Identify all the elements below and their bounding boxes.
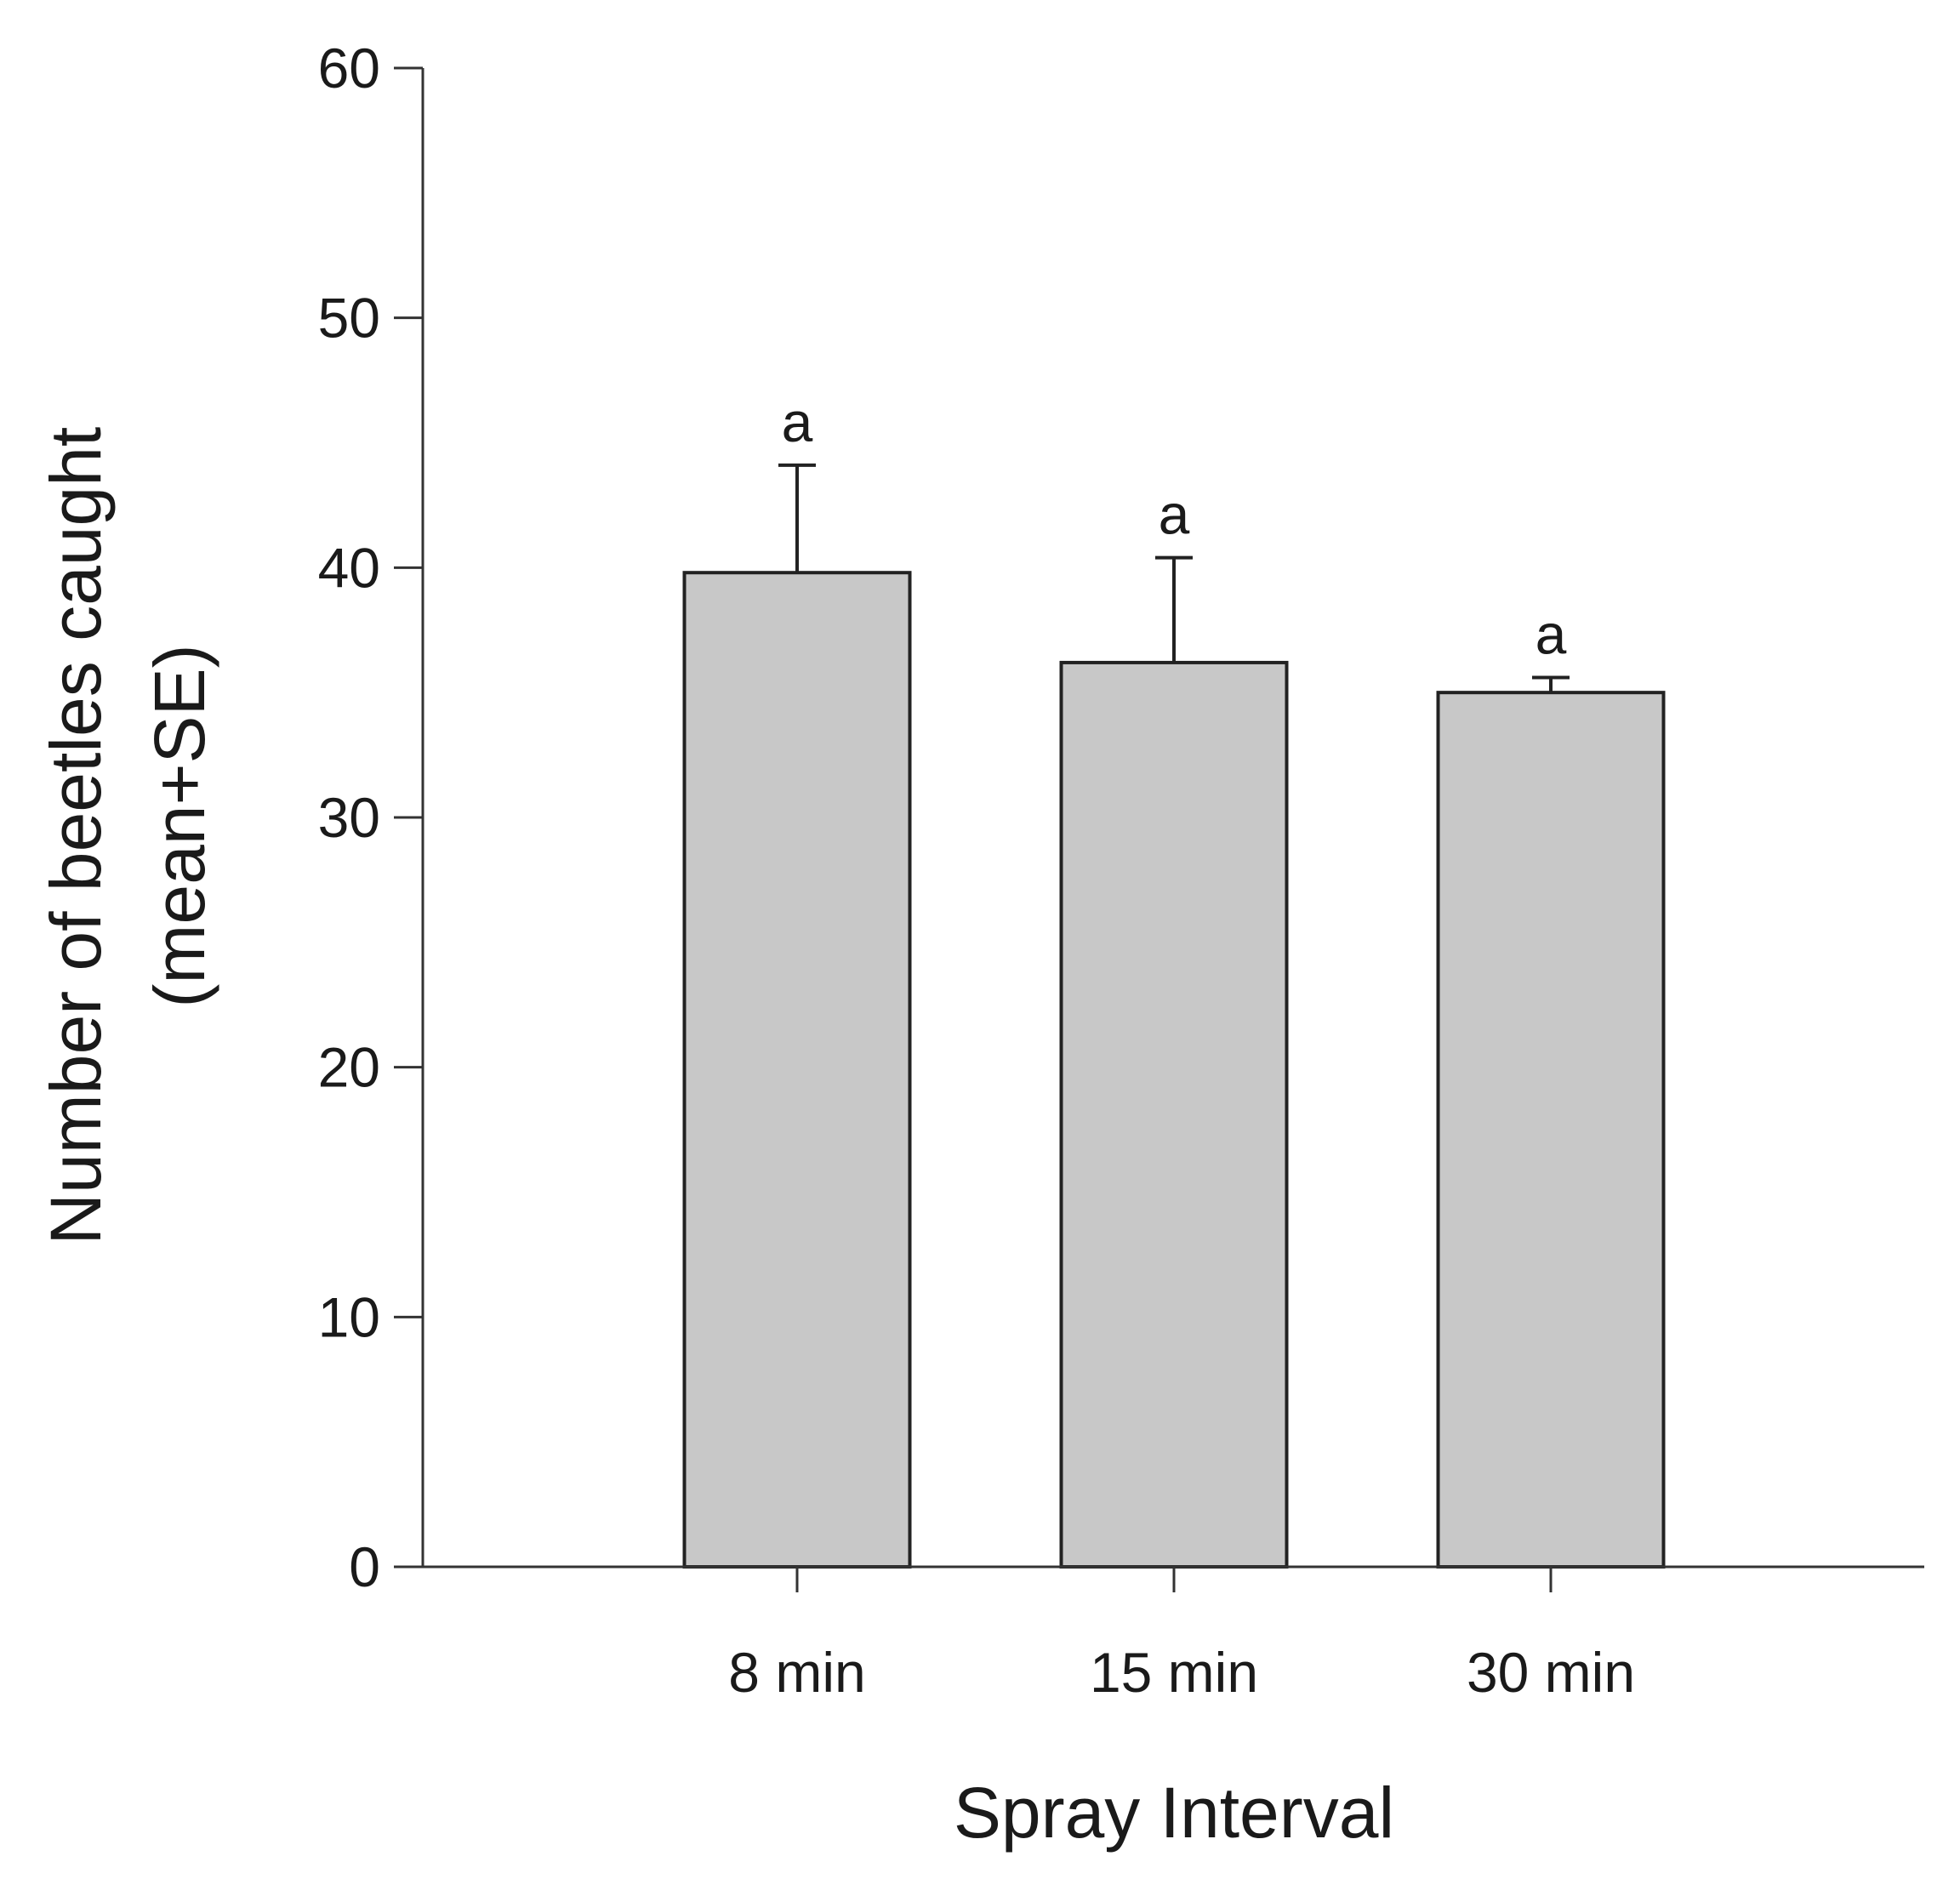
y-tick-label: 20 <box>318 1036 380 1099</box>
bar <box>1436 691 1666 1569</box>
bar <box>1059 660 1289 1569</box>
significance-labels: a a a <box>782 390 1567 666</box>
x-tick-label: 30 min <box>1467 1641 1635 1704</box>
bar <box>682 571 912 1569</box>
bars <box>682 571 1666 1569</box>
x-tick-label: 8 min <box>728 1641 865 1704</box>
significance-label: a <box>1159 483 1190 546</box>
significance-label: a <box>782 390 813 453</box>
y-tick-label: 0 <box>349 1535 380 1598</box>
y-tick-label: 40 <box>318 536 380 599</box>
error-bars <box>778 463 1570 693</box>
x-axis-title: Spray Interval <box>954 1773 1394 1853</box>
y-tick-label: 10 <box>318 1285 380 1348</box>
y-axis-title-line-1: Number of beetles caught <box>36 427 116 1245</box>
x-tick-label: 15 min <box>1090 1641 1258 1704</box>
y-axis-title: Number of beetles caught (mean+SE) <box>36 407 219 1244</box>
y-tick-label: 30 <box>318 786 380 849</box>
y-axis-ticks: 0 10 20 30 40 50 60 <box>318 37 423 1598</box>
x-axis-ticks: 8 min 15 min 30 min <box>728 1567 1635 1704</box>
y-axis-title-line-2: (mean+SE) <box>140 644 219 1007</box>
y-tick-label: 50 <box>318 287 380 350</box>
y-tick-label: 60 <box>318 37 380 100</box>
significance-label: a <box>1536 603 1567 666</box>
